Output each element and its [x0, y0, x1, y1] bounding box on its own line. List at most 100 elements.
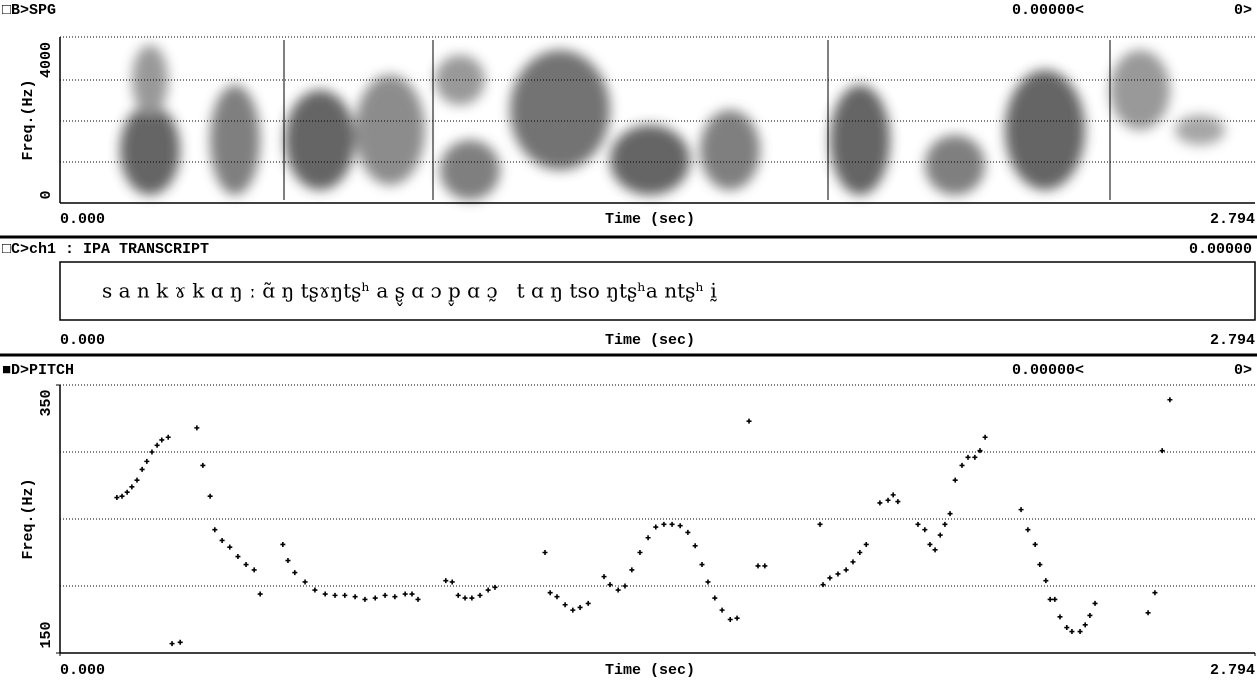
x-axis-label: Time (sec) — [605, 662, 695, 679]
pitch-point — [1032, 541, 1038, 547]
pitch-point — [719, 607, 725, 613]
cursor-count: 0> — [1234, 2, 1252, 19]
pitch-point — [1043, 578, 1049, 584]
pitch-point — [1152, 590, 1158, 596]
pitch-point — [922, 527, 928, 533]
pitch-point — [251, 567, 257, 573]
pitch-point — [746, 418, 752, 424]
pitch-point — [154, 442, 160, 448]
pitch-point — [637, 550, 643, 555]
pitch-point — [322, 591, 328, 597]
pitch-point — [492, 584, 498, 590]
pitch-point — [622, 583, 628, 589]
pitch-point — [285, 558, 291, 564]
pitch-point — [827, 575, 833, 581]
pitch-point — [937, 532, 943, 538]
pitch-point — [607, 582, 613, 588]
pitch-point — [542, 550, 548, 555]
pitch-point — [409, 591, 415, 597]
pitch-point — [469, 595, 475, 601]
pitch-point — [1159, 448, 1165, 454]
pitch-point — [762, 563, 768, 569]
pitch-point — [685, 529, 691, 535]
pitch-point — [477, 592, 483, 598]
pitch-point — [207, 493, 213, 499]
panel-header: ■D>PITCH — [2, 362, 74, 379]
pitch-point — [372, 595, 378, 601]
y-axis-label: Freq.(Hz) — [20, 478, 37, 559]
pitch-point — [885, 497, 891, 503]
pitch-point — [312, 587, 318, 593]
pitch-point — [443, 578, 449, 584]
pitch-point — [362, 596, 368, 602]
pitch-point — [959, 462, 965, 468]
pitch-point — [915, 521, 921, 527]
pitch-point — [755, 563, 761, 569]
pitch-point — [835, 571, 841, 577]
pitch-point — [661, 521, 667, 527]
pitch-point — [562, 602, 568, 608]
y-tick-label: 0 — [38, 190, 55, 199]
x-tick-label: 2.794 — [1210, 662, 1255, 679]
pitch-point — [227, 544, 233, 550]
pitch-point — [124, 489, 130, 495]
pitch-point — [952, 477, 958, 483]
panel-header: □C>ch1 : IPA TRANSCRIPT — [2, 241, 209, 258]
pitch-point — [292, 570, 298, 576]
transcript-box — [59, 261, 1256, 321]
pitch-point — [1047, 596, 1053, 602]
x-start-label: 0.000 — [60, 332, 105, 349]
pitch-point — [144, 458, 150, 464]
x-end-label: 2.794 — [1210, 332, 1255, 349]
cursor-value: 0.00000 — [1189, 241, 1252, 258]
pitch-point — [1167, 397, 1173, 403]
pitch-point — [615, 587, 621, 593]
pitch-point — [942, 521, 948, 527]
pitch-point — [692, 543, 698, 549]
pitch-point — [645, 535, 651, 541]
pitch-point — [554, 594, 560, 600]
pitch-point — [547, 590, 553, 596]
pitch-point — [1018, 507, 1024, 513]
pitch-point — [727, 617, 733, 622]
pitch-point — [169, 641, 175, 647]
pitch-point — [890, 492, 896, 498]
pitch-point — [653, 524, 659, 530]
pitch-point — [857, 550, 863, 555]
pitch-point — [165, 434, 171, 440]
pitch-point — [932, 547, 938, 553]
pitch-point — [302, 579, 308, 585]
cursor-value: 0.00000< — [1012, 2, 1084, 19]
pitch-point — [863, 541, 869, 547]
pitch-point — [1057, 614, 1063, 620]
pitch-point — [455, 592, 461, 598]
pitch-point — [1052, 596, 1058, 602]
panel-header: □B>SPG — [2, 2, 56, 19]
cursor-count: 0> — [1234, 362, 1252, 379]
pitch-point — [235, 554, 241, 560]
ipa-transcript: s a n k ɤ k ɑ ŋ ː ɑ̃ ŋ tʂɤŋtʂʰ a ʂ̬ ɑ ɔ … — [102, 279, 717, 307]
pitch-point — [129, 484, 135, 490]
pitch-point — [820, 582, 826, 588]
pitch-point — [212, 527, 218, 533]
pitch-point — [712, 595, 718, 601]
pitch-point — [843, 567, 849, 573]
pitch-point — [972, 454, 978, 460]
pitch-point — [449, 579, 455, 585]
pitch-point — [1087, 612, 1093, 618]
pitch-point — [677, 523, 683, 529]
spectrogram-image — [120, 45, 1225, 200]
pitch-point — [817, 521, 823, 527]
pitch-point — [149, 449, 155, 455]
pitch-point — [415, 596, 421, 602]
pitch-point — [219, 537, 225, 543]
pitch-point — [134, 477, 140, 483]
pitch-point — [850, 559, 856, 565]
pitch-point — [1077, 629, 1083, 635]
pitch-point — [485, 587, 491, 593]
pitch-point — [177, 639, 183, 645]
pitch-point — [734, 615, 740, 621]
pitch-point — [705, 579, 711, 585]
